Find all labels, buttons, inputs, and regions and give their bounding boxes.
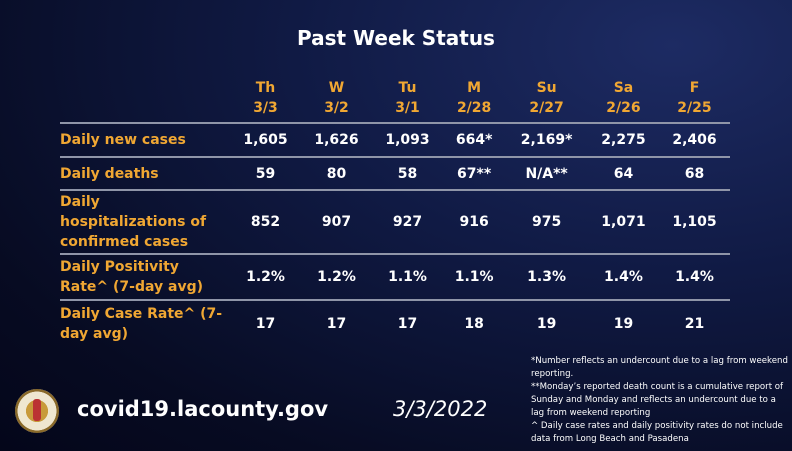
cell-value: 1.2% <box>230 253 301 300</box>
cell-value: 18 <box>443 299 506 346</box>
row-label: Daily new cases <box>60 122 230 157</box>
col-header: M 2/28 <box>456 80 492 116</box>
cell-value: 2,169* <box>505 122 588 157</box>
cell-value: 1.1% <box>372 253 443 300</box>
table-row: Daily new cases 1,605 1,626 1,093 664* 2,169*… <box>60 122 730 157</box>
header-row: Th 3/3 W 3/2 Tu 3/1 M 2/28 Su 2/27 Sa 2/26 F 2/… <box>60 78 730 123</box>
col-header: Sa 2/26 <box>606 80 641 116</box>
status-table: Th 3/3 W 3/2 Tu 3/1 M 2/28 Su 2/27 Sa 2/26 F 2/… <box>60 78 730 346</box>
cell-value: 17 <box>301 299 372 346</box>
cell-value: 1.3% <box>505 253 588 300</box>
table-row: Daily Case Rate^ (7-day avg) 17 17 17 18 19 19… <box>60 299 730 346</box>
cell-value: 1.1% <box>443 253 506 300</box>
cell-value: 19 <box>505 299 588 346</box>
county-seal-logo <box>15 389 59 433</box>
cell-value: 19 <box>587 299 659 346</box>
footnote: *Number reflects an undercount due to a … <box>531 356 788 379</box>
cell-value: 67** <box>443 156 506 190</box>
page-title: Past Week Status <box>297 26 495 50</box>
row-label: Daily deaths <box>60 156 230 190</box>
col-header: Th 3/3 <box>253 80 278 116</box>
cell-value: 80 <box>301 156 372 190</box>
cell-value: 1,093 <box>372 122 443 157</box>
cell-value: 916 <box>443 189 506 254</box>
cell-value: 1,626 <box>301 122 372 157</box>
cell-value: 1.2% <box>301 253 372 300</box>
cell-value: 17 <box>372 299 443 346</box>
table-row: Daily Positivity Rate^ (7-day avg) 1.2% 1.… <box>60 253 730 300</box>
cell-value: 68 <box>658 156 730 190</box>
cell-value: 64 <box>587 156 659 190</box>
cell-value: N/A** <box>505 156 588 190</box>
cell-value: 2,406 <box>658 122 730 157</box>
cell-value: 58 <box>372 156 443 190</box>
footnote: **Monday’s reported death count is a cum… <box>531 382 784 418</box>
cell-value: 975 <box>505 189 588 254</box>
cell-value: 852 <box>230 189 301 254</box>
cell-value: 2,275 <box>587 122 659 157</box>
col-header: W 3/2 <box>324 80 349 116</box>
row-label: Daily hospitalizations of confirmed case… <box>60 189 230 254</box>
cell-value: 664* <box>443 122 506 157</box>
cell-value: 1.4% <box>587 253 659 300</box>
table-row: Daily deaths 59 80 58 67** N/A** 64 68 <box>60 156 730 190</box>
cell-value: 17 <box>230 299 301 346</box>
cell-value: 1.4% <box>658 253 730 300</box>
website-url: covid19.lacounty.gov <box>77 397 329 421</box>
col-header: Su 2/27 <box>529 80 564 116</box>
row-label: Daily Positivity Rate^ (7-day avg) <box>60 253 230 300</box>
report-date: 3/3/2022 <box>393 397 488 421</box>
cell-value: 21 <box>658 299 730 346</box>
cell-value: 927 <box>372 189 443 254</box>
cell-value: 59 <box>230 156 301 190</box>
footnote: ^ Daily case rates and daily positivity … <box>531 421 783 444</box>
col-header: Tu 3/1 <box>395 80 420 116</box>
cell-value: 1,605 <box>230 122 301 157</box>
cell-value: 907 <box>301 189 372 254</box>
row-label: Daily Case Rate^ (7-day avg) <box>60 299 230 346</box>
col-header: F 2/25 <box>677 80 712 116</box>
table-row: Daily hospitalizations of confirmed case… <box>60 189 730 254</box>
cell-value: 1,105 <box>658 189 730 254</box>
cell-value: 1,071 <box>587 189 659 254</box>
footnotes: *Number reflects an undercount due to a … <box>531 355 791 446</box>
